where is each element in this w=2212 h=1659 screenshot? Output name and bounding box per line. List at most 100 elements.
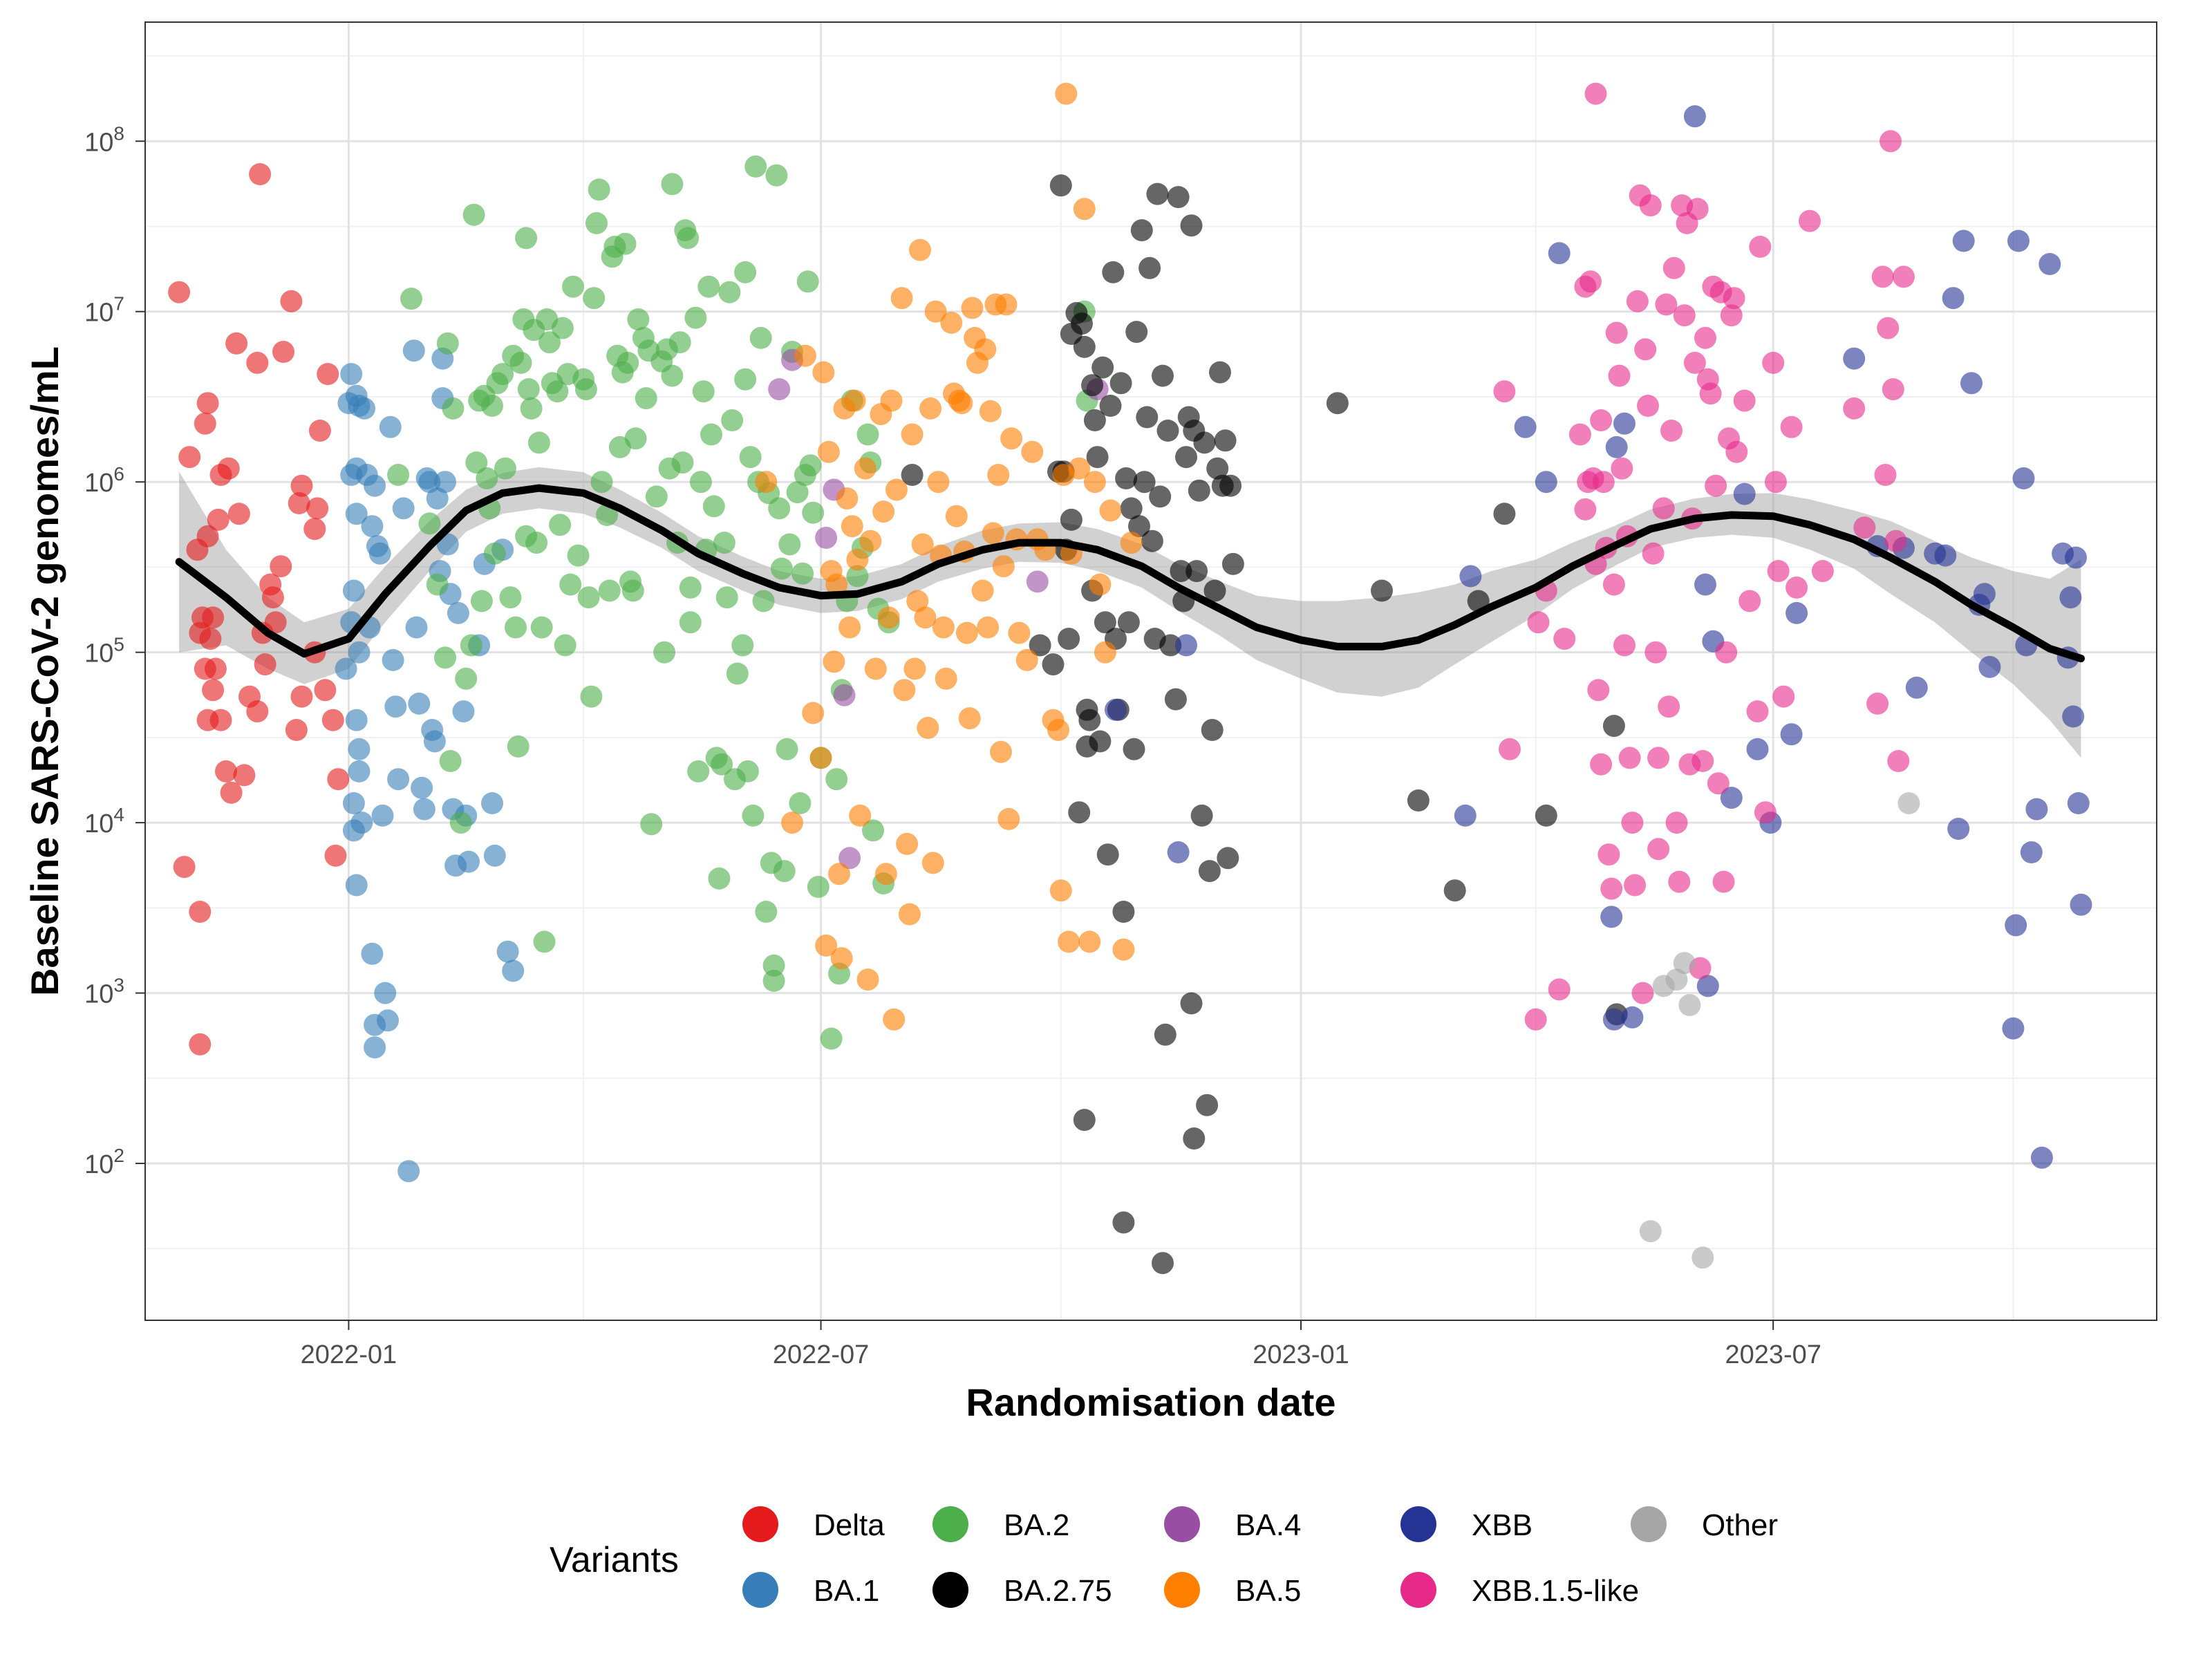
data-point <box>204 657 227 680</box>
data-point <box>2070 893 2092 916</box>
data-point <box>1715 641 1738 664</box>
data-point <box>1705 474 1727 497</box>
data-point <box>270 555 292 578</box>
data-point <box>768 378 791 401</box>
data-point <box>1071 312 1093 335</box>
data-point <box>1060 508 1082 531</box>
data-point <box>971 579 994 602</box>
data-point <box>1683 105 1706 128</box>
data-point <box>2062 705 2085 728</box>
data-point <box>1626 290 1649 312</box>
data-point <box>1096 843 1119 866</box>
data-point <box>1073 198 1096 221</box>
data-point <box>838 847 861 870</box>
data-point <box>1167 841 1190 863</box>
data-point <box>927 471 950 494</box>
data-point <box>1843 397 1866 420</box>
data-point <box>940 311 963 334</box>
data-point <box>527 431 550 454</box>
data-point <box>1073 335 1096 358</box>
data-point <box>350 812 373 834</box>
data-point <box>715 586 738 609</box>
data-point <box>1099 395 1122 417</box>
data-point <box>1691 750 1714 772</box>
data-point <box>1699 382 1722 405</box>
data-point <box>856 968 879 991</box>
data-point <box>1662 256 1685 279</box>
data-point <box>1083 471 1106 494</box>
data-point <box>1068 457 1091 480</box>
data-point <box>1170 560 1192 583</box>
data-point <box>645 485 668 508</box>
data-point <box>1978 655 2001 678</box>
data-point <box>627 308 650 330</box>
legend-item-ba-2-75: BA.2.75 <box>932 1572 1112 1608</box>
data-point <box>617 351 639 374</box>
data-point <box>734 261 757 283</box>
data-point <box>1642 542 1665 565</box>
data-point <box>1762 351 1785 374</box>
data-point <box>1764 471 1787 494</box>
data-point <box>551 317 574 339</box>
x-tick-label: 2023-01 <box>1253 1340 1349 1369</box>
data-point <box>288 492 310 514</box>
data-point <box>825 768 848 791</box>
data-point <box>1605 435 1628 458</box>
data-point <box>1602 573 1625 596</box>
data-point <box>794 344 816 367</box>
data-point <box>361 942 384 965</box>
data-point <box>898 903 921 926</box>
x-tick-label: 2023-07 <box>1725 1340 1821 1369</box>
data-point <box>677 227 700 250</box>
data-point <box>1973 583 1996 606</box>
data-point <box>2067 792 2090 814</box>
y-tick-label: 107 <box>84 293 124 328</box>
data-point <box>189 901 212 923</box>
x-axis-title: Randomisation date <box>966 1380 1335 1424</box>
data-point <box>1086 446 1109 469</box>
data-point <box>1206 457 1229 480</box>
data-point <box>1175 446 1197 469</box>
data-point <box>272 341 294 363</box>
data-point <box>911 533 934 556</box>
data-point <box>1600 906 1623 928</box>
data-point <box>932 616 955 639</box>
data-point <box>1068 801 1091 824</box>
data-point <box>392 497 415 520</box>
data-point <box>1083 409 1106 431</box>
series-ba-1 <box>335 339 525 1183</box>
data-point <box>1678 994 1701 1016</box>
y-tick-label: 103 <box>84 975 124 1009</box>
data-point <box>342 579 365 602</box>
data-point <box>202 606 225 629</box>
data-point <box>280 290 303 312</box>
data-point <box>711 753 733 776</box>
data-point <box>364 1036 386 1059</box>
data-point <box>684 306 707 329</box>
data-point <box>864 657 887 680</box>
data-point <box>462 203 485 226</box>
data-point <box>1665 812 1688 834</box>
data-point <box>653 641 676 664</box>
legend-key <box>1400 1506 1436 1542</box>
data-point <box>1102 261 1125 283</box>
series-other <box>1639 792 1920 1269</box>
data-point <box>924 300 947 323</box>
data-point <box>773 860 796 883</box>
y-axis-ticks: 102 103 104 105 106 107 108 <box>84 122 145 1179</box>
data-point <box>442 397 465 420</box>
data-point <box>883 1008 906 1031</box>
data-point <box>525 532 548 554</box>
series-ba-4 <box>768 348 1109 870</box>
data-point <box>721 409 744 431</box>
data-point <box>246 351 269 374</box>
data-point <box>854 457 877 480</box>
data-point <box>1746 700 1769 723</box>
data-point <box>708 867 731 890</box>
data-point <box>1871 265 1894 288</box>
data-point <box>202 679 225 702</box>
data-point <box>538 331 561 354</box>
data-point <box>1094 641 1116 664</box>
data-point <box>752 590 775 612</box>
data-point <box>379 415 402 438</box>
